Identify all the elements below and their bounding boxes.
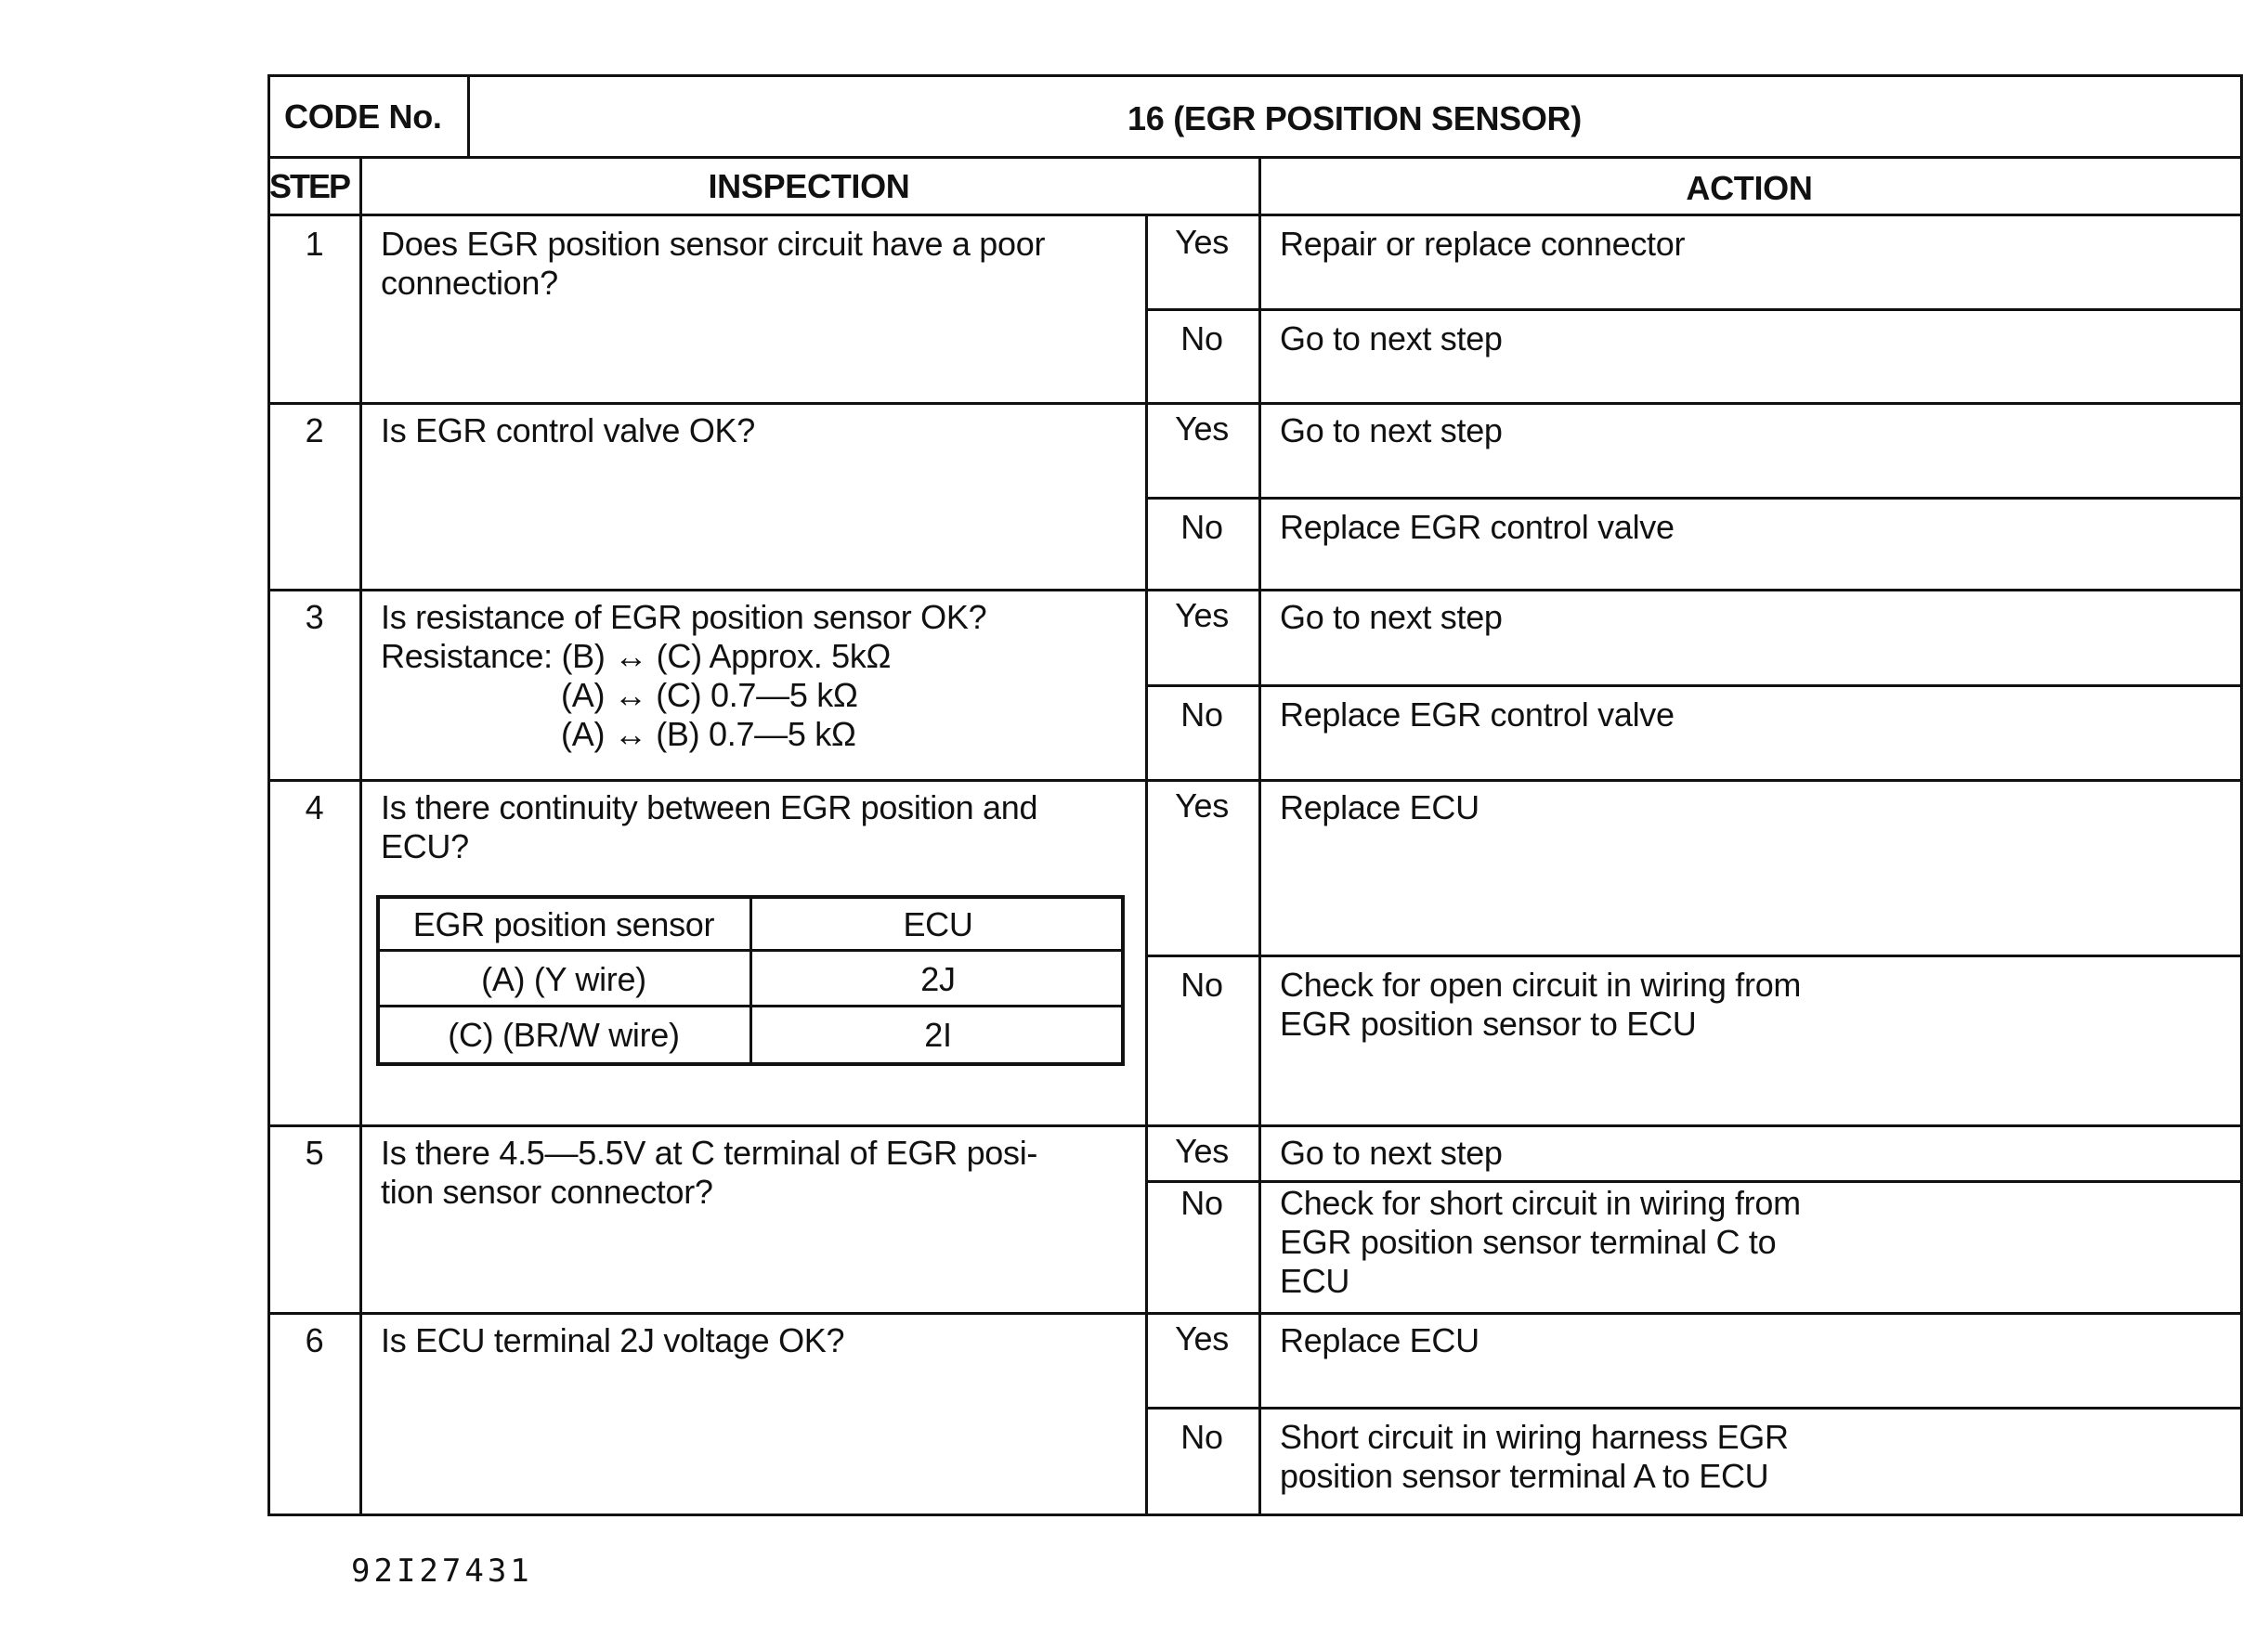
horizontal-rule	[1145, 1407, 2240, 1410]
no-label: No	[1180, 966, 1223, 1004]
step-number: 5	[305, 1134, 324, 1172]
footer-code: 92I27431	[351, 1553, 533, 1590]
no-action: Check for short circuit in wiring from E…	[1280, 1184, 1801, 1300]
continuity-header-sensor: EGR position sensor	[412, 905, 715, 943]
step-header: STEP	[269, 167, 351, 205]
yes-label: Yes	[1175, 223, 1229, 261]
no-action: Go to next step	[1280, 319, 1503, 357]
inspection-header: INSPECTION	[708, 167, 910, 205]
vertical-rule	[267, 74, 270, 1514]
code-label: CODE No.	[284, 97, 442, 136]
horizontal-rule	[1145, 684, 2240, 687]
yes-action: Replace ECU	[1280, 788, 1479, 826]
continuity-cell: 2I	[924, 1016, 952, 1054]
inspection-question: Is ECU terminal 2J voltage OK?	[381, 1321, 845, 1359]
code-value: 16 (EGR POSITION SENSOR)	[1127, 99, 1582, 137]
continuity-cell: 2J	[920, 960, 956, 998]
yes-label: Yes	[1175, 1319, 1229, 1358]
no-label: No	[1180, 1184, 1223, 1222]
action-header: ACTION	[1686, 169, 1813, 207]
yes-action: Go to next step	[1280, 598, 1503, 636]
no-label: No	[1180, 508, 1223, 546]
yes-label: Yes	[1175, 786, 1229, 825]
horizontal-rule	[1145, 497, 2240, 500]
vertical-rule	[467, 74, 470, 158]
no-action: Check for open circuit in wiring from EG…	[1280, 966, 1802, 1043]
vertical-rule	[1258, 156, 1261, 1514]
horizontal-rule	[267, 1514, 2243, 1516]
vertical-rule	[2240, 74, 2243, 1514]
horizontal-rule	[267, 402, 2240, 405]
inspection-question: Is resistance of EGR position sensor OK?…	[381, 598, 987, 753]
no-action: Replace EGR control valve	[1280, 695, 1675, 734]
horizontal-rule	[1145, 308, 2240, 311]
horizontal-rule	[1145, 955, 2240, 957]
continuity-cell: (A) (Y wire)	[481, 960, 646, 998]
yes-label: Yes	[1175, 1132, 1229, 1170]
horizontal-rule	[267, 156, 2240, 159]
step-number: 1	[305, 225, 324, 263]
inspection-question: Does EGR position sensor circuit have a …	[381, 225, 1046, 302]
horizontal-rule	[267, 1124, 2240, 1127]
no-action: Replace EGR control valve	[1280, 508, 1675, 546]
no-action: Short circuit in wiring harness EGR posi…	[1280, 1418, 1789, 1495]
step-number: 6	[305, 1321, 324, 1359]
step-number: 4	[305, 788, 324, 826]
yes-action: Go to next step	[1280, 1134, 1503, 1172]
vertical-rule	[359, 156, 362, 1514]
continuity-header-ecu: ECU	[903, 905, 973, 943]
horizontal-rule	[267, 589, 2240, 591]
horizontal-rule	[1145, 1180, 2240, 1183]
no-label: No	[1180, 695, 1223, 734]
horizontal-rule	[267, 214, 2240, 216]
vertical-rule	[1145, 214, 1148, 1514]
yes-label: Yes	[1175, 409, 1229, 448]
yes-action: Repair or replace connector	[1280, 225, 1686, 263]
no-label: No	[1180, 1418, 1223, 1456]
yes-label: Yes	[1175, 596, 1229, 634]
inspection-question: Is EGR control valve OK?	[381, 411, 755, 449]
no-label: No	[1180, 319, 1223, 357]
inspection-question: Is there 4.5—5.5V at C terminal of EGR p…	[381, 1134, 1038, 1211]
horizontal-rule	[267, 74, 2240, 77]
step-number: 3	[305, 598, 324, 636]
continuity-cell: (C) (BR/W wire)	[448, 1016, 680, 1054]
yes-action: Go to next step	[1280, 411, 1503, 449]
inspection-question: Is there continuity between EGR position…	[381, 788, 1038, 865]
step-number: 2	[305, 411, 324, 449]
horizontal-rule	[267, 1312, 2240, 1315]
horizontal-rule	[267, 779, 2240, 782]
yes-action: Replace ECU	[1280, 1321, 1479, 1359]
